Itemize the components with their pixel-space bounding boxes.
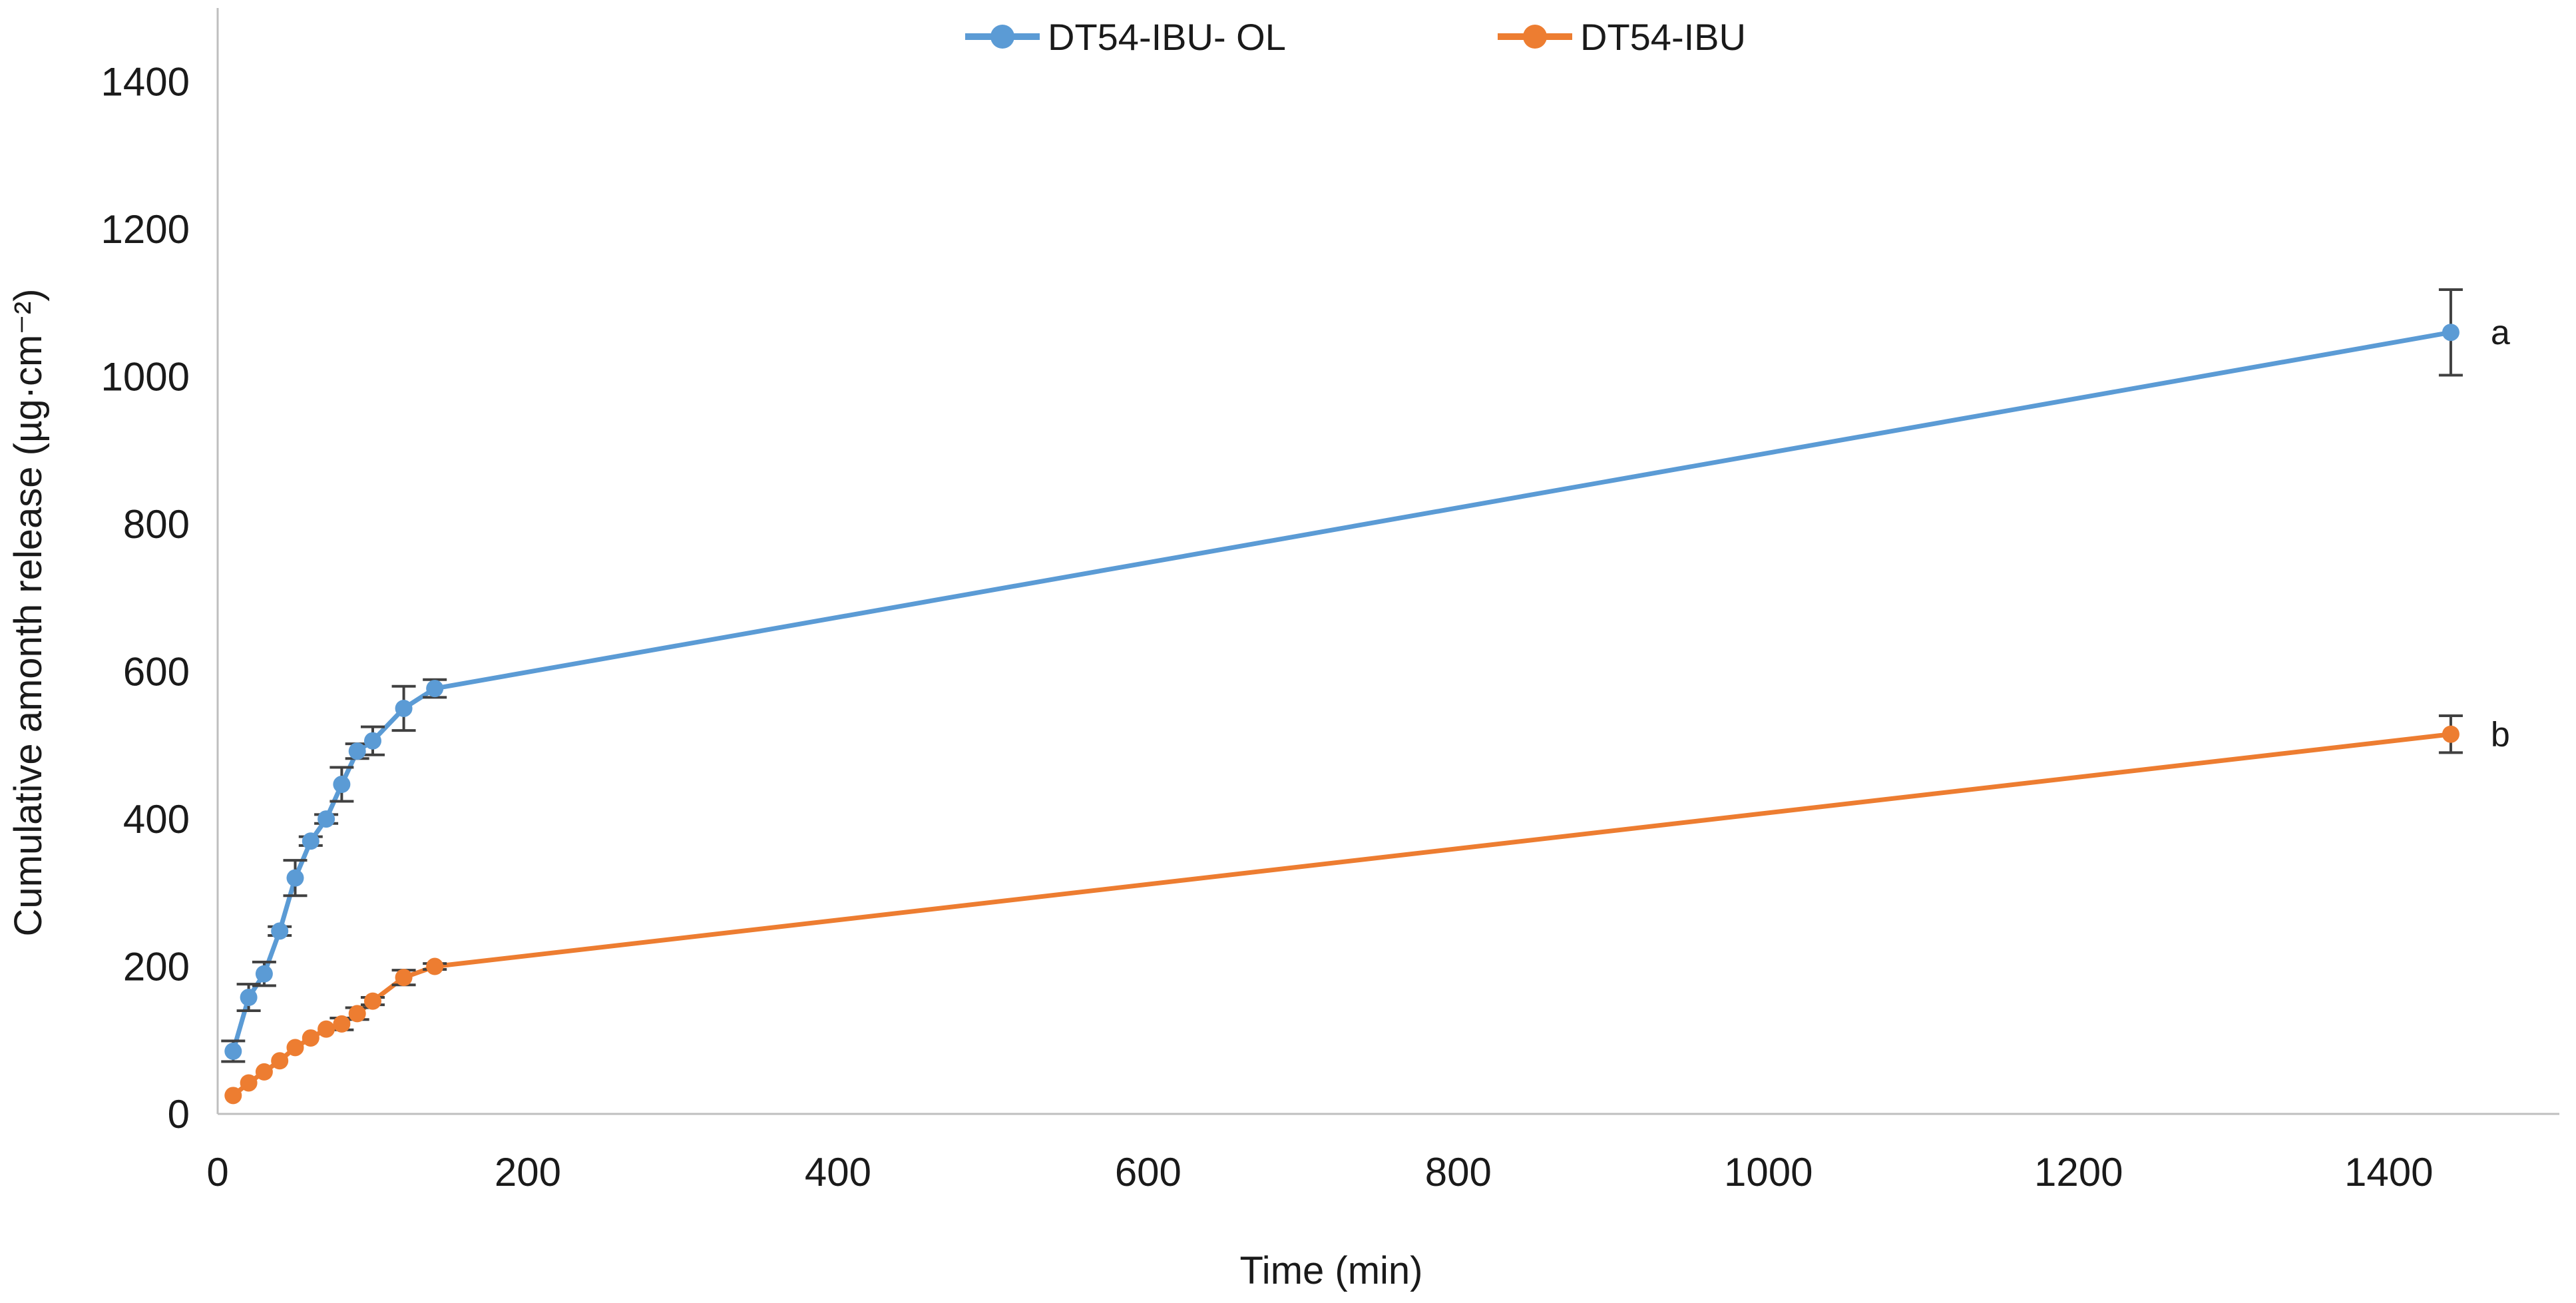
data-point-marker <box>395 699 413 717</box>
y-axis-title: Cumulative amonth release (µg·cm⁻²) <box>7 288 50 936</box>
x-tick-label: 800 <box>1425 1150 1492 1194</box>
legend-item-dt54-ibu: DT54-IBU <box>1498 16 1746 58</box>
data-point-marker <box>286 1039 304 1057</box>
legend-item-dt54-ibu-ol: DT54-IBU- OL <box>965 16 1286 58</box>
data-point-marker <box>318 810 335 828</box>
series-end-label-1: b <box>2491 716 2510 754</box>
x-tick-label: 200 <box>495 1150 561 1194</box>
data-point-marker <box>302 1029 320 1047</box>
series-line-0 <box>230 330 2452 1052</box>
data-point-marker <box>333 1015 351 1033</box>
y-tick-label: 800 <box>123 502 190 547</box>
legend-label: DT54-IBU- OL <box>1048 16 1286 58</box>
legend-dot-icon <box>990 25 1014 49</box>
data-point-marker <box>255 965 273 983</box>
y-tick-label: 0 <box>168 1092 190 1137</box>
data-point-marker <box>348 742 366 760</box>
x-axis-title: Time (min) <box>1240 1249 1423 1292</box>
legend-label: DT54-IBU <box>1580 16 1746 58</box>
data-point-marker <box>302 832 320 850</box>
data-point-marker <box>426 957 444 975</box>
y-tick-label: 1200 <box>101 207 190 252</box>
x-tick-label: 400 <box>805 1150 871 1194</box>
data-point-marker <box>363 992 381 1010</box>
x-tick-label: 1000 <box>1724 1150 1813 1194</box>
data-point-marker <box>224 1042 242 1060</box>
data-point-marker <box>255 1063 273 1081</box>
y-tick-label: 600 <box>123 650 190 694</box>
data-point-marker <box>2442 324 2460 342</box>
data-point-marker <box>286 869 304 887</box>
plot-area: 0 200 400 600 800 1000 1200 1400 0 200 400 600 800 10… <box>101 8 2559 1194</box>
data-point-marker <box>318 1020 335 1038</box>
data-point-marker <box>224 1087 242 1105</box>
series-end-label-0: a <box>2491 314 2510 352</box>
x-tick-label: 0 <box>206 1150 228 1194</box>
data-point-marker <box>271 1052 289 1070</box>
data-point-marker <box>271 922 289 940</box>
data-point-marker <box>333 776 351 794</box>
data-point-marker <box>240 1074 258 1092</box>
y-tick-label: 200 <box>123 945 190 989</box>
legend: DT54-IBU- OL DT54-IBU <box>965 16 1746 58</box>
x-tick-label: 1400 <box>2344 1150 2433 1194</box>
data-point-marker <box>426 680 444 698</box>
x-tick-label: 600 <box>1115 1150 1181 1194</box>
y-tick-label: 1400 <box>101 60 190 105</box>
data-point-marker <box>395 969 413 987</box>
y-tick-label: 400 <box>123 797 190 842</box>
data-point-marker <box>2442 725 2460 743</box>
data-point-marker <box>240 989 258 1007</box>
data-point-marker <box>348 1005 366 1023</box>
legend-dot-icon <box>1523 25 1547 49</box>
data-point-marker <box>363 732 381 750</box>
y-tick-label: 1000 <box>101 355 190 399</box>
series-line-1 <box>232 732 2452 1098</box>
x-tick-label: 1200 <box>2034 1150 2123 1194</box>
